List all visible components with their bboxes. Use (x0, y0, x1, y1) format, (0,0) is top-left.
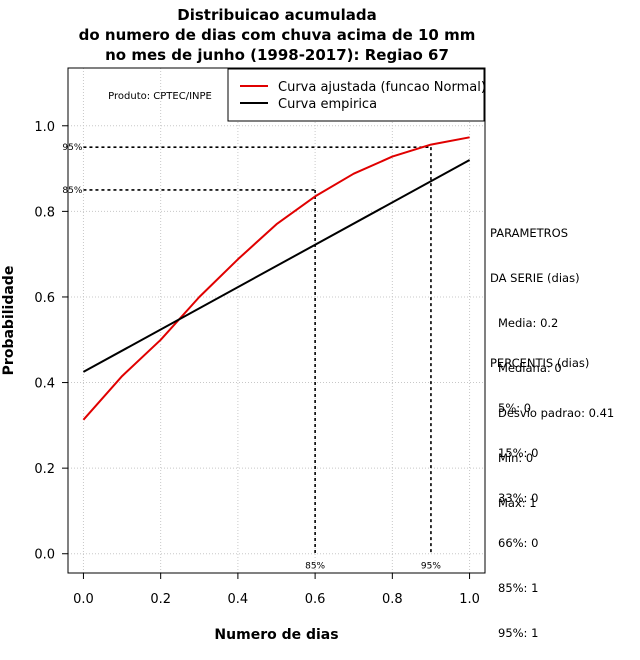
legend-label-1: Curva empirica (278, 97, 377, 112)
percentiles-panel: PERCENTIS (dias) 5%: 0 15%: 0 33%: 0 66%… (490, 326, 589, 656)
y-axis-label: Probabilidade (1, 266, 17, 376)
watermark: Produto: CPTEC/INPE (108, 91, 212, 102)
x-tick-label-5: 1.0 (459, 592, 480, 607)
param-max: Max: 1 (498, 496, 537, 510)
y-tick-label-0: 0.0 (34, 548, 55, 563)
legend: Curva ajustada (funcao Normal) Curva empi… (227, 68, 486, 122)
percentil-95: 95%: 1 (498, 626, 539, 640)
series-lines (82, 136, 471, 421)
percentis-title: PERCENTIS (dias) (490, 356, 590, 370)
y-tick-label-4: 0.8 (34, 205, 55, 220)
percentil-66: 66%: 0 (498, 536, 539, 550)
percentil-5: 5%: 0 (498, 401, 532, 415)
title-line-3: no mes de junho (1998-2017): Regiao 67 (105, 46, 449, 64)
percentil-33: 33%: 0 (498, 491, 539, 505)
ref-ylabel-1: 85% (62, 186, 82, 196)
x-tick-label-1: 0.2 (150, 592, 171, 607)
param-media: Media: 0.2 (498, 316, 559, 330)
title-line-1: Distribuicao acumulada (177, 6, 376, 24)
param-mediana: Mediana: 0 (498, 361, 562, 375)
title-line-2: do numero de dias com chuva acima de 10 … (79, 26, 476, 44)
reference-lines: 95% 95% 85% 85% (62, 143, 441, 572)
y-tick-label-3: 0.6 (34, 291, 55, 306)
x-tick-label-4: 0.8 (382, 592, 403, 607)
legend-box (227, 68, 485, 122)
y-tick-label-1: 0.2 (34, 462, 55, 477)
legend-label-0: Curva ajustada (funcao Normal) (278, 80, 486, 95)
x-tick-label-2: 0.4 (228, 592, 249, 607)
grid (68, 68, 485, 573)
chart-title: Distribuicao acumulada do numero de dias … (79, 6, 476, 64)
y-tick-label-5: 1.0 (34, 120, 55, 135)
params-title-line-1: PARAMETROS (490, 226, 569, 240)
series-line-1 (82, 159, 471, 373)
ref-xlabel-1: 85% (305, 562, 325, 572)
x-tick-label-0: 0.0 (73, 592, 94, 607)
series-line-0 (82, 136, 470, 421)
x-axis-label: Numero de dias (214, 627, 338, 643)
param-min: Min: 0 (498, 451, 534, 465)
param-desvio-padrao: Desvio padrao: 0.41 (498, 406, 615, 420)
series-parameters: PARAMETROS DA SERIE (dias) Media: 0.2 Me… (490, 196, 614, 526)
percentil-85: 85%: 1 (498, 581, 539, 595)
axes: 0.0 0.2 0.4 0.6 0.8 1.0 0.0 0.2 0.4 0.6 0.8 1.0 (34, 120, 480, 607)
plot-frame (67, 67, 486, 574)
x-tick-label-3: 0.6 (305, 592, 326, 607)
percentil-15: 15%: 0 (498, 446, 539, 460)
y-tick-label-2: 0.4 (34, 377, 55, 392)
params-title-line-2: DA SERIE (dias) (490, 271, 580, 285)
ref-ylabel-0: 95% (62, 143, 82, 153)
ref-xlabel-0: 95% (421, 562, 441, 572)
